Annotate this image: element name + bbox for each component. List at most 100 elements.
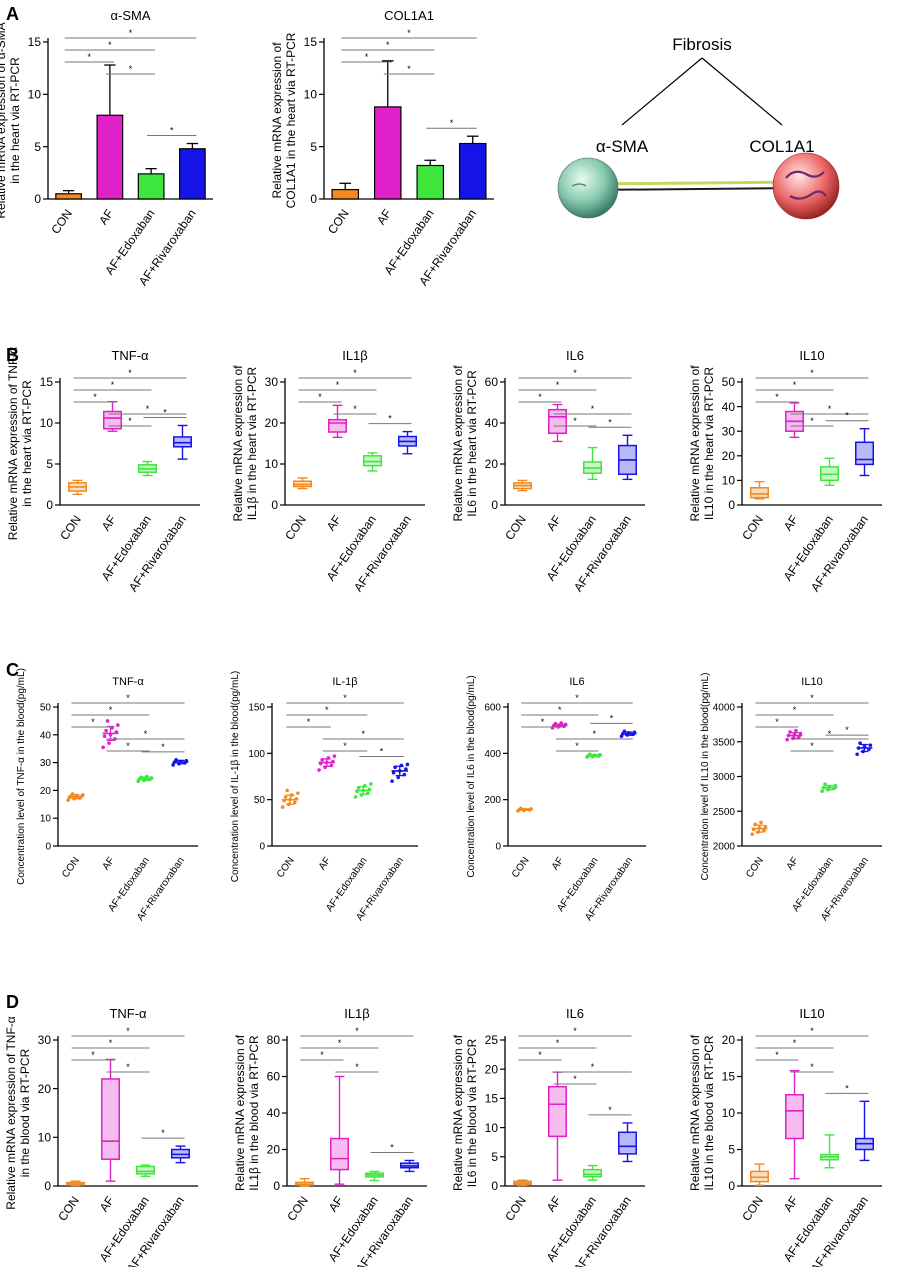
x-tick-label: AF (781, 1194, 801, 1215)
chart-b3: IL6 0 20 40 60 Relative mRNA expression ofIL6… (451, 348, 645, 594)
y-tick-label: 15 (28, 35, 42, 49)
data-point (855, 752, 859, 757)
significance-star: * (810, 741, 814, 751)
data-point (66, 798, 70, 802)
chart-d3: IL6 0 5 10 15 20 25 Relative mRNA expression of… (451, 1006, 645, 1267)
y-tick-label: 0 (728, 498, 735, 512)
col1a1-protein-structure-icon (785, 170, 827, 200)
y-tick-label: 10 (722, 1106, 736, 1120)
data-point (759, 820, 763, 825)
significance-star: * (450, 118, 454, 128)
significance-star: * (129, 64, 133, 74)
chart-a1: α-SMA 0 5 10 15 Relative mRNA expression of α… (0, 8, 213, 288)
y-axis-label-line: in the heart via RT-PCR (8, 57, 22, 184)
significance-star: * (361, 729, 365, 739)
significance-star: * (144, 729, 148, 739)
significance-star: * (126, 693, 130, 703)
chart-title: COL1A1 (384, 8, 434, 23)
y-axis-label-line: Relative mRNA expression of TNF-α (4, 1016, 18, 1210)
y-tick-label: 100 (248, 749, 265, 760)
y-tick-label: 0 (34, 192, 41, 206)
chart-d1: TNF-α 0 10 20 30 Relative mRNA expression of … (4, 1006, 198, 1267)
significance-star: * (575, 693, 579, 703)
x-tick-label: CON (275, 855, 297, 880)
data-point (285, 788, 289, 793)
chart-c3: IL6 0 200 400 600 Concentration level of IL6 … (466, 675, 646, 923)
y-tick-label: 0 (273, 1179, 280, 1193)
panel-label-c: C (6, 660, 19, 680)
significance-star: * (161, 742, 165, 752)
x-tick-label: AF (317, 855, 333, 872)
significance-star: * (775, 1050, 779, 1060)
chart-d4: IL10 0 5 10 15 20 Relative mRNA expression ofI… (688, 1006, 882, 1267)
y-tick-label: 30 (722, 424, 736, 438)
data-point (283, 795, 288, 799)
col1a1-node-sphere (772, 152, 840, 220)
chart-c2: IL-1β 0 50 100 150 Concentration level of IL-… (230, 671, 418, 923)
bar (416, 164, 445, 200)
box-iqr (101, 1078, 120, 1160)
significance-star: * (573, 368, 577, 378)
y-tick-label: 0 (45, 842, 51, 853)
y-axis-label-line: Relative mRNA expression of (688, 365, 702, 522)
significance-star: * (146, 404, 150, 414)
bar (137, 173, 165, 200)
y-axis-label: Relative mRNA expression of TNF-αin the … (6, 347, 34, 541)
y-tick-label: 40 (722, 400, 736, 414)
y-tick-label: 0 (495, 842, 501, 853)
data-point (102, 734, 107, 738)
box-iqr (785, 1094, 804, 1140)
significance-star: * (170, 126, 174, 136)
data-point (317, 768, 321, 772)
y-tick-label: 60 (267, 1070, 281, 1084)
alpha-sma-protein-structure-icon (571, 183, 587, 187)
y-axis-label-line: Relative mRNA expression of (270, 42, 284, 199)
network-title: Fibrosis (672, 35, 732, 54)
y-tick-label: 15 (40, 375, 54, 389)
significance-star: * (163, 407, 167, 417)
significance-star: * (608, 417, 612, 427)
y-tick-label: 0 (491, 498, 498, 512)
y-axis-label-line: IL1β in the heart via RT-PCR (245, 366, 259, 520)
panel-label-a: A (6, 4, 19, 24)
data-point (396, 775, 401, 780)
y-axis-label-line: IL10 in the blood via RT-PCR (702, 1035, 716, 1191)
data-point (390, 779, 394, 783)
x-tick-label: AF (374, 207, 394, 228)
y-axis-label: Relative mRNA expression ofIL1β in the b… (233, 1034, 261, 1191)
significance-star: * (128, 368, 132, 378)
y-tick-label: 15 (485, 1092, 499, 1106)
box-iqr (548, 1085, 567, 1138)
significance-star: * (810, 1026, 814, 1036)
x-tick-label: AF (101, 855, 117, 872)
significance-star: * (845, 411, 849, 421)
x-tick-label: CON (60, 855, 82, 880)
data-point (763, 824, 768, 829)
x-tick-label: CON (284, 1194, 311, 1224)
y-tick-label: 0 (46, 498, 53, 512)
x-tick-label: AF (99, 513, 119, 534)
network-node-label-left: α-SMA (596, 137, 649, 156)
data-point (332, 754, 337, 758)
significance-star: * (91, 717, 95, 727)
data-point (369, 782, 373, 786)
y-tick-label: 50 (722, 375, 736, 389)
x-tick-label: CON (282, 513, 309, 543)
y-tick-label: 40 (267, 1106, 281, 1120)
y-tick-label: 50 (254, 795, 266, 806)
x-tick-label: CON (744, 855, 766, 880)
y-tick-label: 60 (485, 375, 499, 389)
chart-title: TNF-α (109, 1006, 147, 1021)
chart-title: IL6 (569, 676, 584, 688)
chart-b4: IL10 0 10 20 30 40 50 Relative mRNA expression … (688, 348, 882, 594)
y-tick-label: 200 (484, 795, 501, 806)
significance-star: * (109, 705, 113, 715)
significance-star: * (126, 1062, 130, 1072)
y-tick-label: 10 (265, 457, 279, 471)
significance-star: * (343, 741, 347, 751)
data-point (101, 745, 105, 750)
data-point (833, 783, 838, 788)
significance-star: * (828, 729, 832, 739)
chart-title: IL1β (342, 348, 368, 363)
chart-title: IL6 (566, 1006, 584, 1021)
